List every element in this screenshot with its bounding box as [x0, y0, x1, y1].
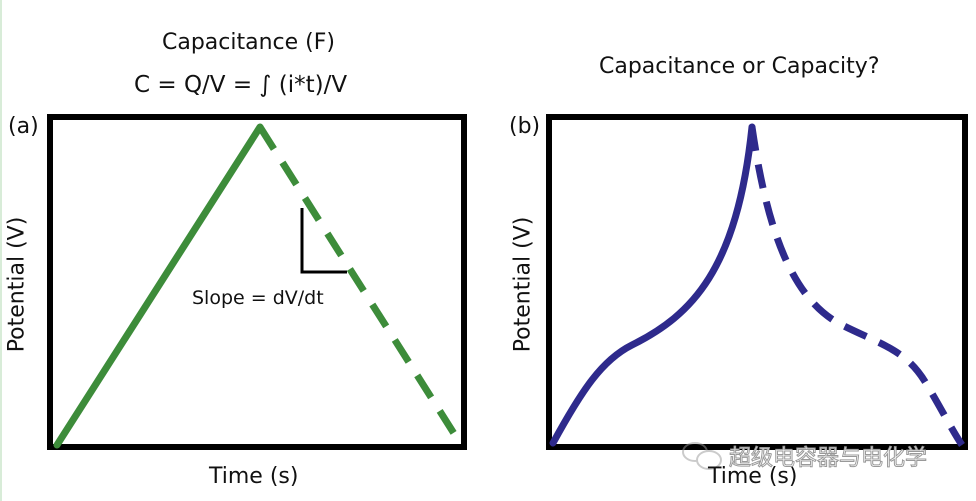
panel-a-xlabel: Time (s) [209, 464, 299, 489]
panel-a-equation: C = Q/V = ∫ (i*t)/V [134, 72, 348, 98]
panel-b-ylabel: Potential (V) [510, 216, 536, 353]
watermark: 超级电容器与电化学 [728, 446, 928, 472]
panel-b-label: (b) [509, 114, 541, 139]
panel-a-frame [47, 114, 467, 450]
panel-b-xlabel: Time (s) [708, 464, 798, 489]
panel-a-title: Capacitance (F) [162, 30, 335, 55]
panel-a-ylabel: Potential (V) [4, 216, 30, 353]
discharge-line-a [257, 125, 463, 445]
charge-line-a [53, 123, 264, 449]
panel-b-frame [546, 114, 968, 450]
slope-triangle [300, 208, 347, 274]
panel-b-title: Capacitance or Capacity? [599, 54, 880, 79]
charge-curve-b [549, 123, 756, 447]
discharge-curve-b [748, 126, 965, 447]
panel-a-label: (a) [8, 114, 39, 139]
panel-a-slope-label: Slope = dV/dt [192, 287, 324, 309]
wechat-icon [682, 442, 722, 470]
